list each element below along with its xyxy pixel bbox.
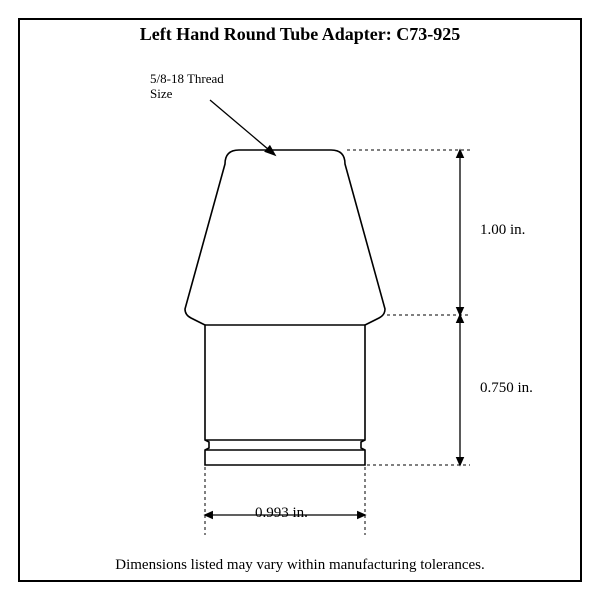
drawing-frame: Left Hand Round Tube Adapter: C73-925 5/… [18,18,582,582]
dim-width: 0.993 in. [255,505,308,522]
dim-height-upper: 1.00 in. [480,222,525,239]
dim-height-lower: 0.750 in. [480,380,533,397]
pointer-arrow [210,100,275,155]
footnote: Dimensions listed may vary within manufa… [20,557,580,574]
part-outline [185,150,385,465]
technical-drawing [20,20,584,584]
